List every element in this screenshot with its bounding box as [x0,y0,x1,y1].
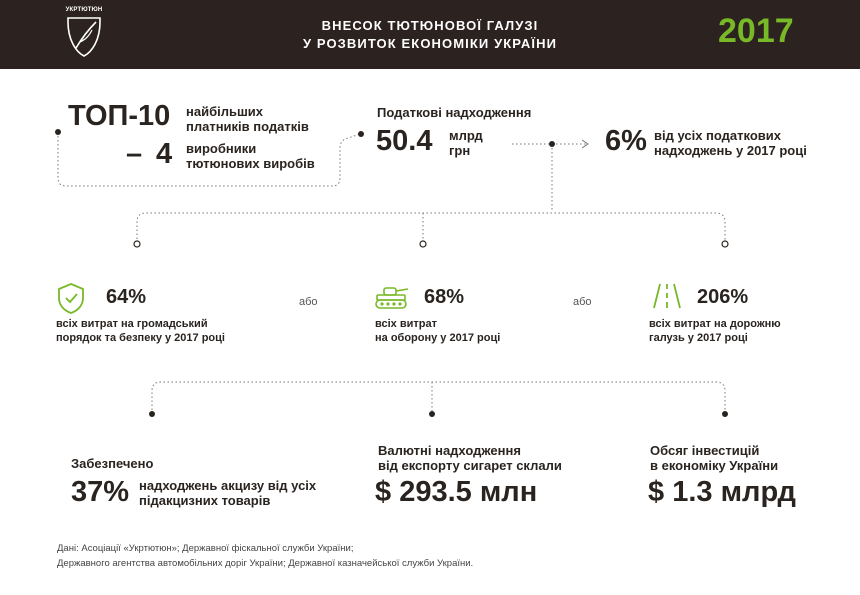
tank-icon [374,284,410,310]
top10-text-line-2: платників податків [186,119,309,134]
excise-label: Забезпечено [71,456,154,471]
currency-sign: $ [375,476,392,508]
export-label-line-1: Валютні надходження [378,443,521,458]
manufacturers-count: 4 [156,138,173,170]
connector-node [419,240,427,248]
tax-revenue-value: 50.4 [376,125,433,157]
defense-value: 68% [424,286,465,308]
connector-dot [549,141,555,147]
source-note: Дані: Асоціації «Укртютюн»; Державної фі… [57,541,473,571]
public-order-line-1: всіх витрат на громадський [56,318,208,330]
roads-line-2: галузь у 2017 році [649,332,748,344]
export-label-line-2: від експорту сигарет склали [378,458,562,473]
top10-text-line-1: найбільших [186,104,264,119]
excise-description: надходжень акцизу від усіх підакцизних т… [139,478,316,508]
road-icon [652,282,682,310]
tobacco-leaf-icon [67,17,101,57]
public-order-line-2: порядок та безпеку у 2017 році [56,332,225,344]
ukrtiutiun-logo: УКРТЮТЮН [62,7,106,59]
top10-heading: ТОП-10 [68,100,171,132]
manufacturers-description: виробники тютюнових виробів [186,141,315,171]
connector-dot [722,411,728,417]
tax-revenue-label: Податкові надходження [377,105,532,120]
connector-dot [358,131,364,137]
source-line-2: Державного агентства автомобільних доріг… [57,558,474,569]
connector-node [133,240,141,248]
export-label: Валютні надходження від експорту сигарет… [378,443,562,473]
tax-share-description: від усіх податкових надходжень у 2017 ро… [654,128,807,158]
public-order-value: 64% [106,286,147,308]
investment-label-line-2: в економіку України [650,458,779,473]
tax-share-line-1: від усіх податкових [654,128,782,143]
excise-line-1: надходжень акцизу від усіх [139,478,317,493]
investment-value: $ 1.3 млрд [648,476,796,509]
manufacturers-line-1: виробники [186,141,257,156]
top10-dash: – [126,138,143,170]
roads-description: всіх витрат на дорожню галузь у 2017 роц… [649,317,781,345]
top10-description: найбільших платників податків [186,104,309,134]
tax-unit-line-1: млрд [449,128,483,143]
or-separator: або [573,296,592,308]
tax-share-line-2: надходжень у 2017 році [654,143,807,158]
connector-dot [149,411,155,417]
export-amount: 293.5 млн [399,476,538,508]
public-order-description: всіх витрат на громадський порядок та бе… [56,317,225,345]
defense-line-2: на оборону у 2017 році [375,332,501,344]
title-line-1: ВНЕСОК ТЮТЮНОВОЇ ГАЛУЗІ [321,18,539,33]
page-title: ВНЕСОК ТЮТЮНОВОЇ ГАЛУЗІ У РОЗВИТОК ЕКОНО… [240,17,620,53]
year-label: 2017 [718,12,794,50]
excise-value: 37% [71,476,130,508]
manufacturers-line-2: тютюнових виробів [186,156,315,171]
shield-check-icon [56,282,86,314]
roads-line-1: всіх витрат на дорожню [649,318,781,330]
defense-line-1: всіх витрат [375,318,437,330]
defense-description: всіх витрат на оборону у 2017 році [375,317,500,345]
excise-line-2: підакцизних товарів [139,493,271,508]
investment-label: Обсяг інвестицій в економіку України [650,443,778,473]
tax-unit-line-2: грн [449,143,471,158]
connector-dot [429,411,435,417]
tax-share-value: 6% [605,125,647,157]
roads-value: 206% [697,286,749,308]
source-line-1: Дані: Асоціації «Укртютюн»; Державної фі… [57,543,354,554]
connector-dot [55,129,61,135]
title-line-2: У РОЗВИТОК ЕКОНОМІКИ УКРАЇНИ [302,36,558,51]
export-value: $ 293.5 млн [375,476,537,509]
or-separator: або [299,296,318,308]
logo-text: УКРТЮТЮН [65,7,103,13]
connector-node [721,240,729,248]
header-bar: УКРТЮТЮН ВНЕСОК ТЮТЮНОВОЇ ГАЛУЗІ У РОЗВИ… [0,0,860,69]
currency-sign: $ [648,476,665,508]
investment-label-line-1: Обсяг інвестицій [650,443,760,458]
tax-revenue-unit: млрд грн [449,128,483,158]
investment-amount: 1.3 млрд [672,476,796,508]
